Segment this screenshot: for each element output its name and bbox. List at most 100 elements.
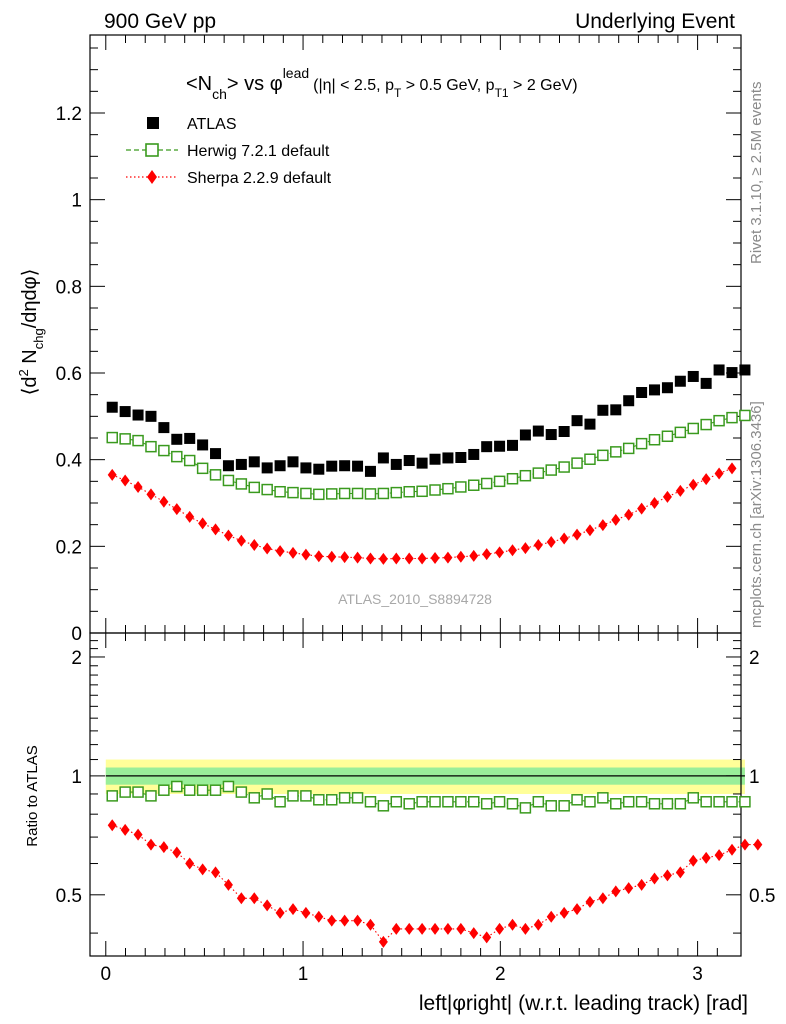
ratio-sherpa-point: [288, 903, 298, 916]
ratio-sherpa-point: [417, 922, 427, 935]
ratio-y-tick-label: 0.5: [56, 886, 82, 907]
ylabel-post: /dηdφ⟩: [19, 269, 41, 329]
atlas-point: [403, 455, 415, 467]
title-cuts-sub-a: T: [394, 86, 402, 100]
ratio-sherpa-point: [146, 838, 156, 851]
x-tick-label: 2: [495, 964, 506, 985]
ratio-herwig-point: [287, 790, 299, 802]
ratio-sherpa-point: [391, 922, 401, 935]
ratio-herwig-point: [610, 798, 622, 810]
ratio-y-tick-label: 2: [71, 648, 82, 669]
sherpa-point: [223, 529, 233, 542]
herwig-point: [248, 481, 261, 494]
atlas-point: [713, 364, 725, 376]
ratio-sherpa-point: [753, 838, 763, 851]
sherpa-point: [624, 508, 634, 521]
ratio-herwig-point: [700, 796, 712, 808]
herwig-point: [480, 477, 493, 490]
sherpa-point: [598, 519, 608, 532]
legend-marker-sherpa: [147, 170, 157, 184]
ratio-sherpa-point: [650, 872, 660, 885]
ratio-herwig-point: [261, 788, 273, 800]
ratio-sherpa-point: [107, 819, 117, 832]
ratio-sherpa-point: [727, 843, 737, 856]
title-lhs-sup: lead: [283, 65, 309, 81]
atlas-point: [184, 432, 196, 444]
ylabel-sup: 2: [16, 369, 31, 376]
ratio-sherpa-point: [430, 922, 440, 935]
herwig-point: [739, 409, 751, 422]
y-tick-label: 1: [71, 191, 82, 212]
herwig-point: [158, 444, 170, 457]
ratio-sherpa-point: [262, 899, 272, 912]
ratio-sherpa-point: [714, 849, 724, 862]
sherpa-point: [378, 552, 388, 565]
sherpa-point: [482, 548, 492, 561]
ratio-sherpa-point: [533, 918, 543, 931]
herwig-point: [726, 411, 738, 424]
atlas-point: [468, 448, 480, 460]
ratio-herwig-point: [403, 798, 415, 810]
y-tick-label: 0.4: [56, 451, 83, 472]
atlas-point: [571, 415, 583, 427]
main-series: [106, 364, 751, 565]
herwig-point: [119, 433, 131, 445]
herwig-point: [132, 434, 144, 447]
atlas-point: [158, 422, 170, 434]
ratio-herwig-point: [493, 796, 506, 808]
rivet-label: Rivet 3.1.10, ≥ 2.5M events: [748, 82, 765, 265]
atlas-point: [506, 439, 518, 451]
title-cuts-sub-b: T1: [495, 86, 509, 100]
ratio-herwig-point: [713, 796, 725, 808]
sherpa-point: [249, 539, 259, 552]
sherpa-point: [559, 532, 569, 545]
x-tick-label: 1: [298, 964, 309, 985]
ratio-herwig-point: [351, 792, 364, 804]
sherpa-point: [417, 552, 427, 565]
atlas-point: [649, 384, 661, 396]
herwig-point: [416, 485, 428, 498]
ratio-sherpa-point: [159, 841, 169, 854]
ratio-herwig-point: [119, 786, 131, 798]
herwig-point: [300, 487, 312, 500]
ratio-herwig-point: [584, 796, 596, 808]
title-lhs-post: > vs φ: [227, 73, 283, 95]
ratio-herwig-point: [325, 794, 338, 806]
herwig-point: [403, 485, 415, 498]
herwig-point: [506, 472, 519, 485]
herwig-point: [351, 487, 364, 500]
sherpa-point: [340, 551, 350, 564]
ratio-sherpa-point: [559, 906, 569, 919]
herwig-point: [674, 426, 687, 439]
main-y-tick-labels: 0 0.2 0.4 0.6 0.8 1 1.2: [56, 104, 83, 645]
herwig-point: [183, 454, 196, 467]
ratio-sherpa-point: [701, 851, 711, 864]
ylabel-sub: chg: [31, 328, 46, 349]
sherpa-point: [262, 542, 272, 555]
ratio-sherpa-point: [572, 903, 582, 916]
ratio-herwig-point: [635, 796, 648, 808]
ratio-herwig-point: [235, 786, 248, 798]
ratio-sherpa-point: [740, 838, 750, 851]
sherpa-point: [714, 467, 724, 480]
atlas-point: [532, 425, 544, 437]
atlas-point: [636, 387, 648, 398]
sherpa-point: [159, 495, 169, 508]
herwig-point: [442, 482, 454, 495]
atlas-point: [326, 460, 338, 472]
y-tick-label: 0: [71, 624, 82, 645]
ratio-sherpa-point: [378, 935, 388, 948]
sherpa-point: [727, 462, 737, 475]
sherpa-point: [546, 536, 556, 548]
herwig-point: [713, 414, 725, 427]
atlas-point: [481, 441, 493, 453]
ratio-herwig-point: [739, 796, 751, 808]
sherpa-point: [533, 539, 543, 552]
y-tick-label: 0.8: [56, 277, 82, 298]
ratio-sherpa-point: [546, 910, 556, 923]
atlas-point: [584, 418, 596, 430]
ratio-sherpa-point: [353, 914, 363, 927]
sherpa-point: [430, 552, 440, 565]
sherpa-point: [688, 478, 698, 491]
